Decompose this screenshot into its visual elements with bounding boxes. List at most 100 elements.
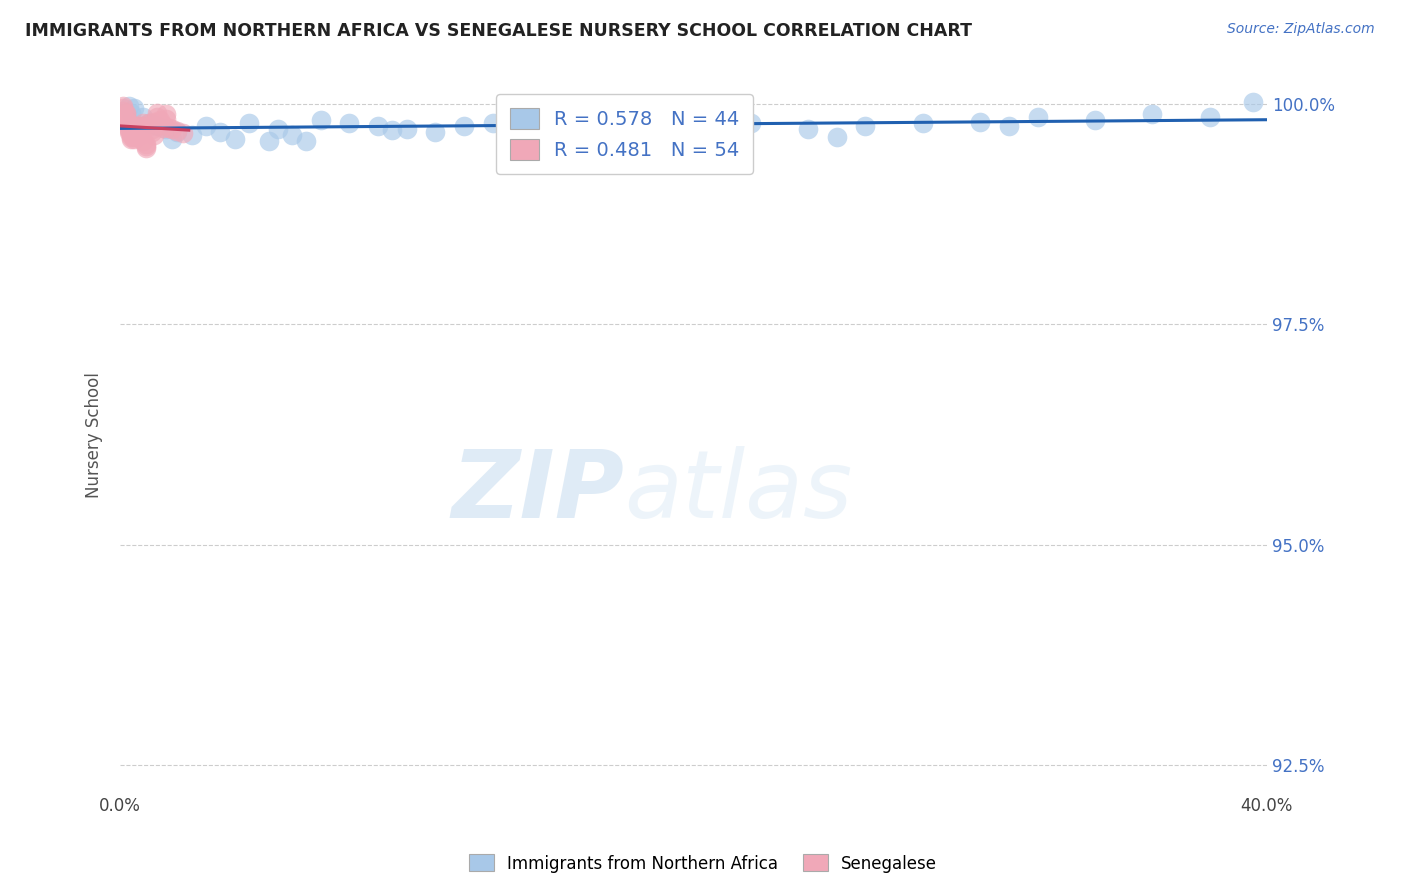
Point [146,105,169,120]
Point [132,110,155,124]
Point [510,114,533,128]
Point [568,125,591,139]
Point [682,119,704,133]
Point [120,132,142,146]
Point [266,121,288,136]
Point [127,123,149,137]
Text: ZIP: ZIP [451,446,624,538]
Point [309,112,332,127]
Point [124,128,146,142]
Point [117,98,139,112]
Point [166,124,188,138]
Point [160,122,183,136]
Point [120,130,142,145]
Point [160,132,183,146]
Point [155,107,177,121]
Point [129,128,152,142]
Point [149,112,172,127]
Point [120,119,142,133]
Point [132,119,155,133]
Point [124,130,146,145]
Point [538,119,561,133]
Point [138,119,160,133]
Point [138,116,160,130]
Point [114,114,136,128]
Point [129,119,152,133]
Point [157,120,180,135]
Point [149,115,172,129]
Point [425,125,447,139]
Point [124,125,146,139]
Point [120,105,142,120]
Point [143,114,166,128]
Point [127,125,149,139]
Legend: R = 0.578   N = 44, R = 0.481   N = 54: R = 0.578 N = 44, R = 0.481 N = 54 [496,95,754,174]
Point [911,116,934,130]
Point [797,121,820,136]
Text: Source: ZipAtlas.com: Source: ZipAtlas.com [1227,22,1375,37]
Point [111,101,134,115]
Point [141,121,163,136]
Point [124,132,146,146]
Point [135,141,157,155]
Point [596,128,619,142]
Point [132,134,155,148]
Point [124,123,146,137]
Point [740,116,762,130]
Point [1241,95,1264,109]
Point [129,125,152,139]
Point [381,123,404,137]
Point [143,128,166,142]
Legend: Immigrants from Northern Africa, Senegalese: Immigrants from Northern Africa, Senegal… [463,847,943,880]
Point [127,119,149,133]
Point [117,119,139,133]
Point [132,116,155,130]
Point [152,120,174,135]
Point [453,119,475,133]
Text: atlas: atlas [624,446,853,537]
Point [395,121,418,136]
Point [195,119,218,133]
Point [295,134,318,148]
Point [117,121,139,136]
Point [138,116,160,130]
Point [998,119,1021,133]
Point [209,125,232,139]
Point [129,121,152,136]
Point [1198,110,1220,124]
Point [1084,112,1107,127]
Point [114,112,136,127]
Point [257,134,280,148]
Point [124,101,146,115]
Point [969,114,991,128]
Point [481,116,503,130]
Point [180,128,202,142]
Point [117,125,139,139]
Point [141,125,163,139]
Point [111,98,134,112]
Point [855,119,877,133]
Point [120,121,142,136]
Point [155,121,177,136]
Point [224,132,246,146]
Point [135,136,157,151]
Point [166,125,188,139]
Point [114,107,136,121]
Text: IMMIGRANTS FROM NORTHERN AFRICA VS SENEGALESE NURSERY SCHOOL CORRELATION CHART: IMMIGRANTS FROM NORTHERN AFRICA VS SENEG… [25,22,973,40]
Point [114,110,136,124]
Point [120,128,142,142]
Point [117,123,139,137]
Point [172,126,194,140]
Point [155,112,177,126]
Point [152,118,174,132]
Point [281,128,304,142]
Point [135,139,157,153]
Point [337,116,360,130]
Point [624,114,647,128]
Point [1026,110,1049,124]
Point [367,119,389,133]
Point [238,116,260,130]
Point [146,119,169,133]
Point [1140,107,1163,121]
Point [825,130,848,145]
